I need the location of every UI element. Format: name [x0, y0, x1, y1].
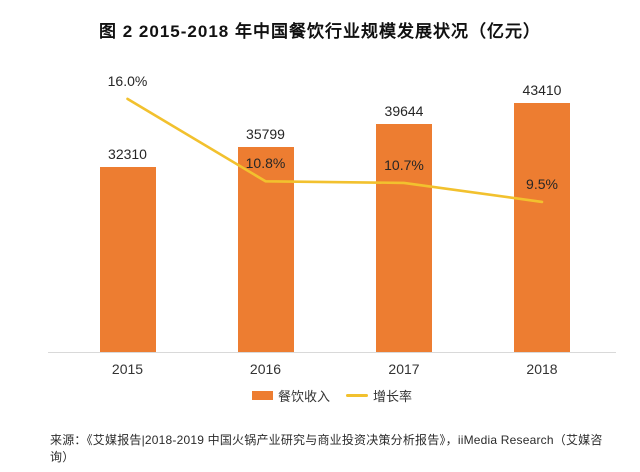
- legend-item-growth: 增长率: [346, 386, 412, 405]
- growth-label-2018: 9.5%: [526, 175, 558, 192]
- x-axis-line: [48, 352, 616, 353]
- legend-revenue-label: 餐饮收入: [277, 388, 330, 404]
- growth-label-2015: 16.0%: [107, 72, 148, 89]
- growth-label-2017: 10.7%: [384, 156, 424, 173]
- bar-value-label-2015: 32310: [108, 145, 147, 162]
- chart-title: 图 2 2015-2018 年中国餐饮行业规模发展状况（亿元）: [99, 22, 541, 41]
- legend: 餐饮收入 增长率: [48, 386, 616, 404]
- revenue-bar-2018: [514, 102, 570, 353]
- x-tick-label-2015: 2015: [111, 361, 144, 377]
- bar-value-label-2017: 39644: [384, 103, 424, 120]
- revenue-bar-2016: [237, 146, 294, 353]
- revenue-bar-swatch-icon: [251, 390, 273, 400]
- x-tick-label-2016: 2016: [249, 361, 282, 377]
- x-tick-label-2017: 2017: [388, 361, 420, 377]
- revenue-bar-2015: [99, 166, 156, 353]
- growth-label-2016: 10.8%: [245, 155, 286, 172]
- bar-value-label-2018: 43410: [522, 81, 562, 98]
- growth-line-swatch-icon: [346, 393, 368, 397]
- source-note: 来源：《艾媒报告|2018-2019 中国火锅产业研究与商业投资决策分析报告》，…: [50, 433, 603, 464]
- growth-line: [126, 97, 544, 204]
- x-tick-label-2018: 2018: [526, 361, 558, 377]
- legend-item-revenue: 餐饮收入: [251, 386, 330, 405]
- bar-value-label-2016: 35799: [246, 125, 285, 142]
- legend-growth-label: 增长率: [373, 388, 413, 404]
